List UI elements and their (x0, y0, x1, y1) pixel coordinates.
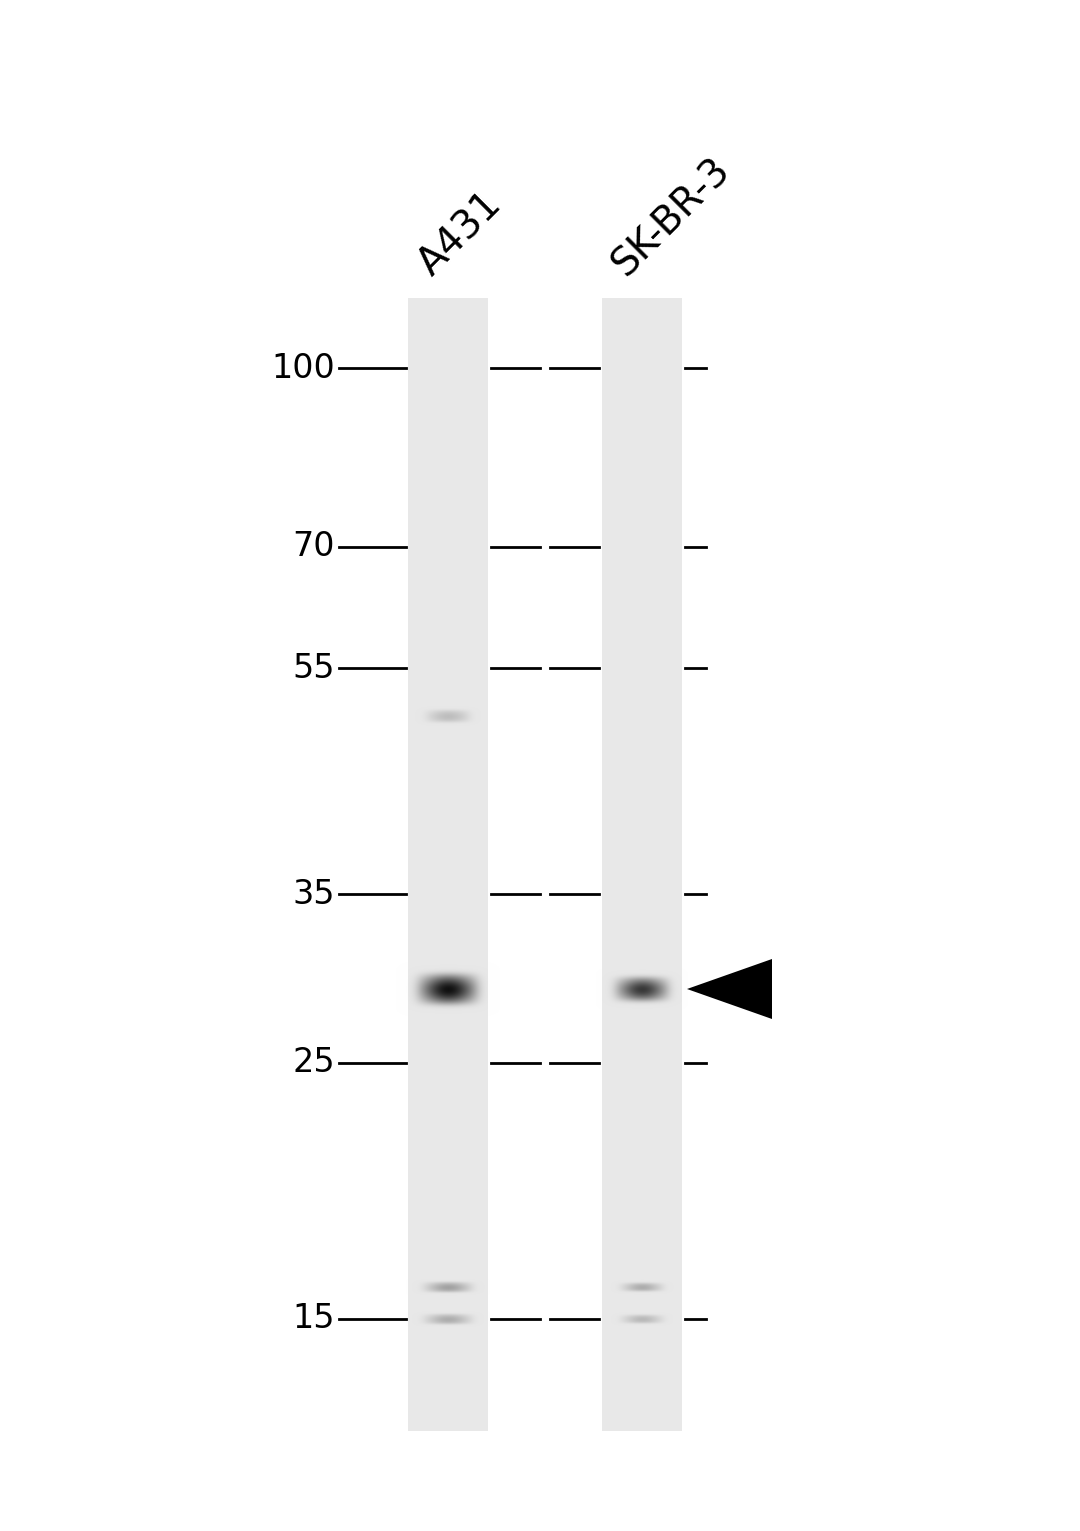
Text: 25: 25 (293, 1047, 335, 1079)
Text: 35: 35 (293, 877, 335, 911)
Text: 55: 55 (293, 652, 335, 684)
Text: 70: 70 (293, 531, 335, 563)
Text: 15: 15 (293, 1303, 335, 1335)
Polygon shape (687, 958, 772, 1020)
Text: 100: 100 (271, 352, 335, 384)
Text: SK-BR-3: SK-BR-3 (605, 150, 738, 283)
Text: A431: A431 (411, 185, 510, 283)
